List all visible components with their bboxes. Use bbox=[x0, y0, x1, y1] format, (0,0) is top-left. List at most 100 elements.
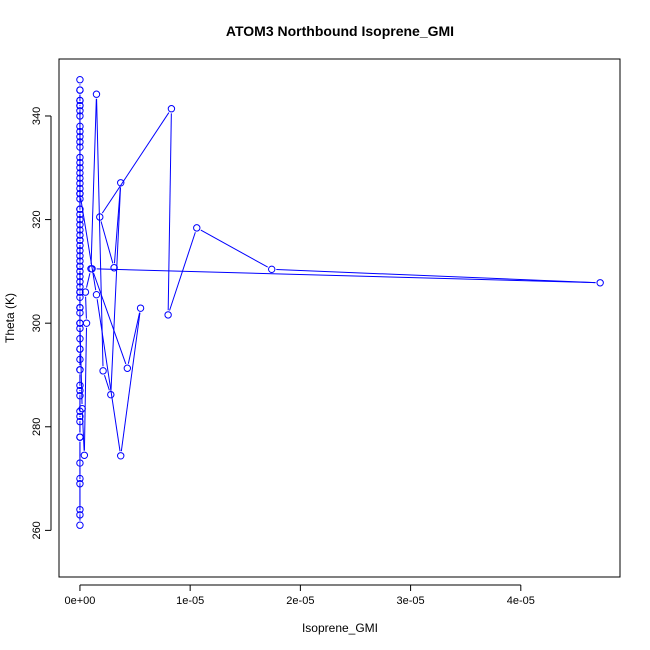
data-point bbox=[76, 226, 84, 234]
data-point bbox=[76, 246, 84, 255]
data-point bbox=[92, 90, 101, 98]
data-point bbox=[76, 309, 84, 317]
data-point bbox=[123, 364, 132, 372]
data-point bbox=[167, 105, 176, 113]
data-point bbox=[76, 480, 84, 488]
series-segment bbox=[120, 312, 141, 452]
data-point bbox=[76, 205, 84, 213]
data-point bbox=[80, 451, 89, 459]
y-tick-label: 340 bbox=[31, 107, 43, 125]
data-point bbox=[117, 452, 125, 460]
data-point bbox=[92, 290, 101, 299]
series-segment bbox=[83, 327, 87, 451]
data-point bbox=[76, 521, 84, 529]
data-point bbox=[164, 311, 172, 319]
series-segment bbox=[90, 98, 97, 265]
y-tick-label: 300 bbox=[31, 314, 43, 332]
data-point bbox=[88, 265, 96, 273]
data-point bbox=[76, 267, 84, 276]
chart-title: ATOM3 Northbound Isoprene_GMI bbox=[226, 23, 454, 39]
data-point bbox=[110, 264, 118, 272]
series-segment bbox=[167, 113, 172, 311]
data-point bbox=[99, 367, 107, 375]
data-point bbox=[76, 184, 84, 193]
data-point bbox=[76, 355, 84, 364]
series-segment bbox=[85, 296, 87, 319]
data-point bbox=[76, 345, 84, 353]
data-point bbox=[76, 417, 84, 426]
data-point bbox=[76, 96, 84, 105]
y-axis: 260 280 300 320 340 bbox=[31, 107, 52, 540]
data-point bbox=[76, 164, 84, 172]
data-point bbox=[76, 122, 84, 131]
x-tick-label: 3e-05 bbox=[397, 595, 425, 607]
data-point bbox=[76, 392, 84, 400]
series-segment bbox=[93, 272, 127, 365]
data-point bbox=[76, 153, 84, 162]
data-point bbox=[136, 304, 145, 312]
data-point bbox=[596, 279, 604, 287]
data-point bbox=[76, 215, 84, 224]
data-point bbox=[76, 433, 84, 441]
data-point bbox=[78, 404, 86, 413]
data-point bbox=[76, 324, 84, 333]
data-point bbox=[76, 101, 84, 110]
y-tick-label: 280 bbox=[31, 418, 43, 436]
series-segment bbox=[127, 312, 141, 364]
data-point bbox=[82, 319, 91, 327]
data-point bbox=[76, 459, 84, 467]
data-point bbox=[81, 288, 90, 296]
data-point bbox=[76, 195, 84, 203]
data-point bbox=[76, 381, 84, 390]
data-point bbox=[76, 335, 84, 343]
data-point bbox=[76, 252, 84, 260]
data-point bbox=[193, 224, 201, 232]
data-point bbox=[76, 262, 84, 270]
x-axis-label: Isoprene_GMI bbox=[302, 621, 378, 635]
data-point bbox=[117, 179, 125, 187]
series-segment bbox=[96, 268, 596, 284]
data-point bbox=[76, 278, 84, 286]
series-segment bbox=[113, 187, 121, 264]
data-point bbox=[76, 112, 84, 120]
data-point bbox=[107, 390, 115, 399]
x-axis: 0e+00 1e-05 2e-05 3e-05 4e-05 bbox=[64, 584, 535, 607]
data-point bbox=[76, 505, 84, 514]
data-point bbox=[268, 265, 276, 274]
data-point bbox=[76, 288, 84, 296]
data-point bbox=[76, 283, 84, 291]
data-point bbox=[76, 511, 84, 519]
data-point bbox=[76, 272, 84, 281]
data-point bbox=[76, 169, 84, 177]
data-point bbox=[76, 138, 84, 146]
data-point bbox=[76, 179, 84, 188]
series-segment bbox=[104, 375, 110, 391]
series-segment bbox=[79, 327, 83, 405]
data-point bbox=[76, 76, 84, 84]
data-point bbox=[76, 174, 84, 182]
data-point bbox=[76, 86, 84, 94]
x-tick-label: 4e-05 bbox=[507, 595, 535, 607]
data-point bbox=[76, 257, 84, 265]
y-axis-label: Theta (K) bbox=[3, 293, 17, 343]
data-point bbox=[76, 386, 84, 395]
data-series bbox=[76, 76, 604, 529]
data-point bbox=[76, 293, 84, 301]
data-point bbox=[76, 127, 84, 136]
x-tick-label: 0e+00 bbox=[64, 595, 95, 607]
data-point bbox=[76, 236, 84, 245]
data-point bbox=[76, 231, 84, 239]
x-tick-label: 1e-05 bbox=[176, 595, 204, 607]
series-segment bbox=[276, 268, 596, 284]
series-segment bbox=[100, 221, 114, 264]
data-point bbox=[76, 143, 84, 151]
series-segment bbox=[86, 273, 91, 288]
y-tick-label: 260 bbox=[31, 521, 43, 539]
x-tick-label: 2e-05 bbox=[286, 595, 314, 607]
data-point bbox=[76, 221, 84, 229]
series-segment bbox=[96, 98, 104, 367]
series-segment bbox=[96, 299, 121, 452]
y-tick-label: 320 bbox=[31, 210, 43, 228]
data-point bbox=[76, 133, 84, 141]
